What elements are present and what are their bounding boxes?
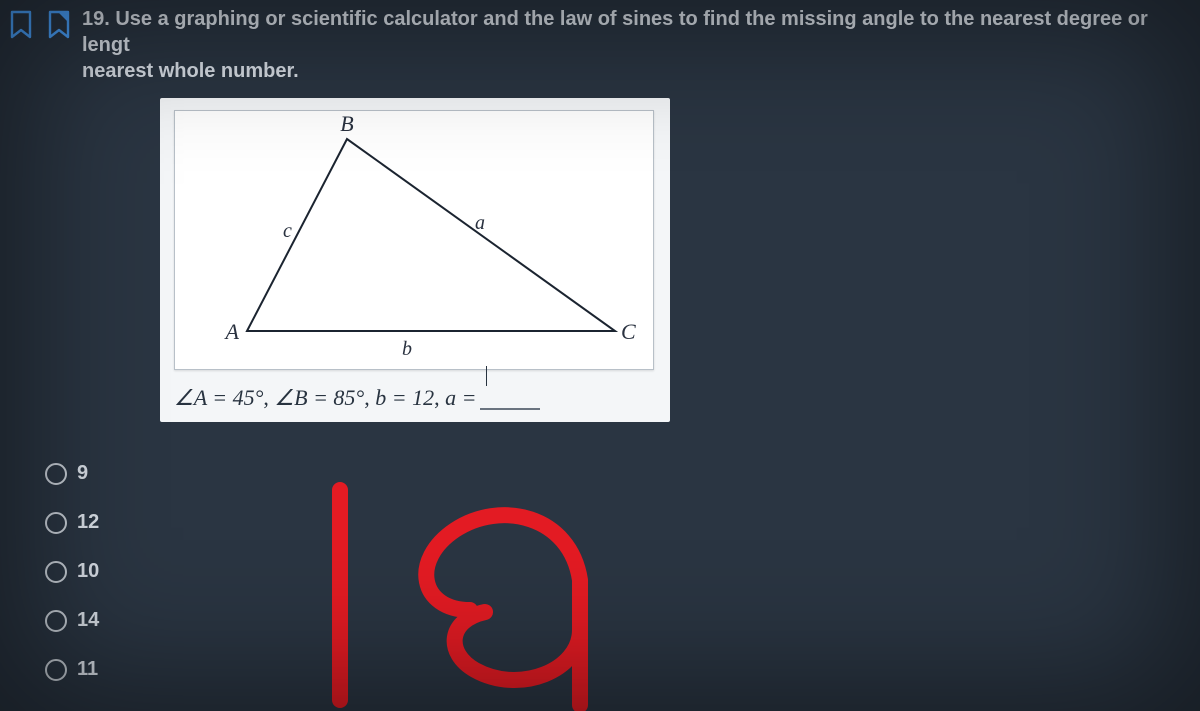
option-label: 11 <box>77 658 98 681</box>
option-label: 12 <box>77 511 99 534</box>
flag-icon[interactable] <box>46 10 72 45</box>
given-a-prefix: a = <box>445 385 476 411</box>
triangle-figure: A B C a b c <box>174 110 654 370</box>
question-prompt: 19. Use a graphing or scientific calcula… <box>82 6 1200 84</box>
question-line-1: 19. Use a graphing or scientific calcula… <box>82 8 1148 56</box>
option-11[interactable]: 11 <box>45 658 1200 681</box>
option-10[interactable]: 10 <box>45 560 1200 583</box>
radio-11[interactable] <box>45 659 67 681</box>
figure-panel: A B C a b c ∠A = 45°, ∠B = 85°, b = 12, … <box>160 98 670 422</box>
svg-text:c: c <box>283 220 292 242</box>
question-line-2: nearest whole number. <box>82 60 299 82</box>
option-label: 14 <box>77 609 99 632</box>
given-b: b = 12 <box>375 385 434 411</box>
bookmark-icon[interactable] <box>8 10 34 45</box>
option-label: 9 <box>77 462 88 485</box>
svg-text:b: b <box>402 338 412 360</box>
svg-text:B: B <box>340 111 353 136</box>
svg-text:a: a <box>475 212 485 234</box>
svg-text:C: C <box>621 319 636 344</box>
answer-options: 9 12 10 14 11 <box>45 462 1200 681</box>
option-12[interactable]: 12 <box>45 511 1200 534</box>
radio-10[interactable] <box>45 561 67 583</box>
answer-blank[interactable] <box>480 382 540 410</box>
given-angle-a: ∠A = 45° <box>174 385 263 411</box>
given-values: ∠A = 45°, ∠B = 85°, b = 12, a = <box>174 384 656 412</box>
radio-14[interactable] <box>45 610 67 632</box>
given-angle-b: ∠B = 85° <box>274 385 364 411</box>
option-14[interactable]: 14 <box>45 609 1200 632</box>
option-label: 10 <box>77 560 99 583</box>
option-9[interactable]: 9 <box>45 462 1200 485</box>
radio-12[interactable] <box>45 512 67 534</box>
radio-9[interactable] <box>45 463 67 485</box>
svg-text:A: A <box>224 319 240 344</box>
